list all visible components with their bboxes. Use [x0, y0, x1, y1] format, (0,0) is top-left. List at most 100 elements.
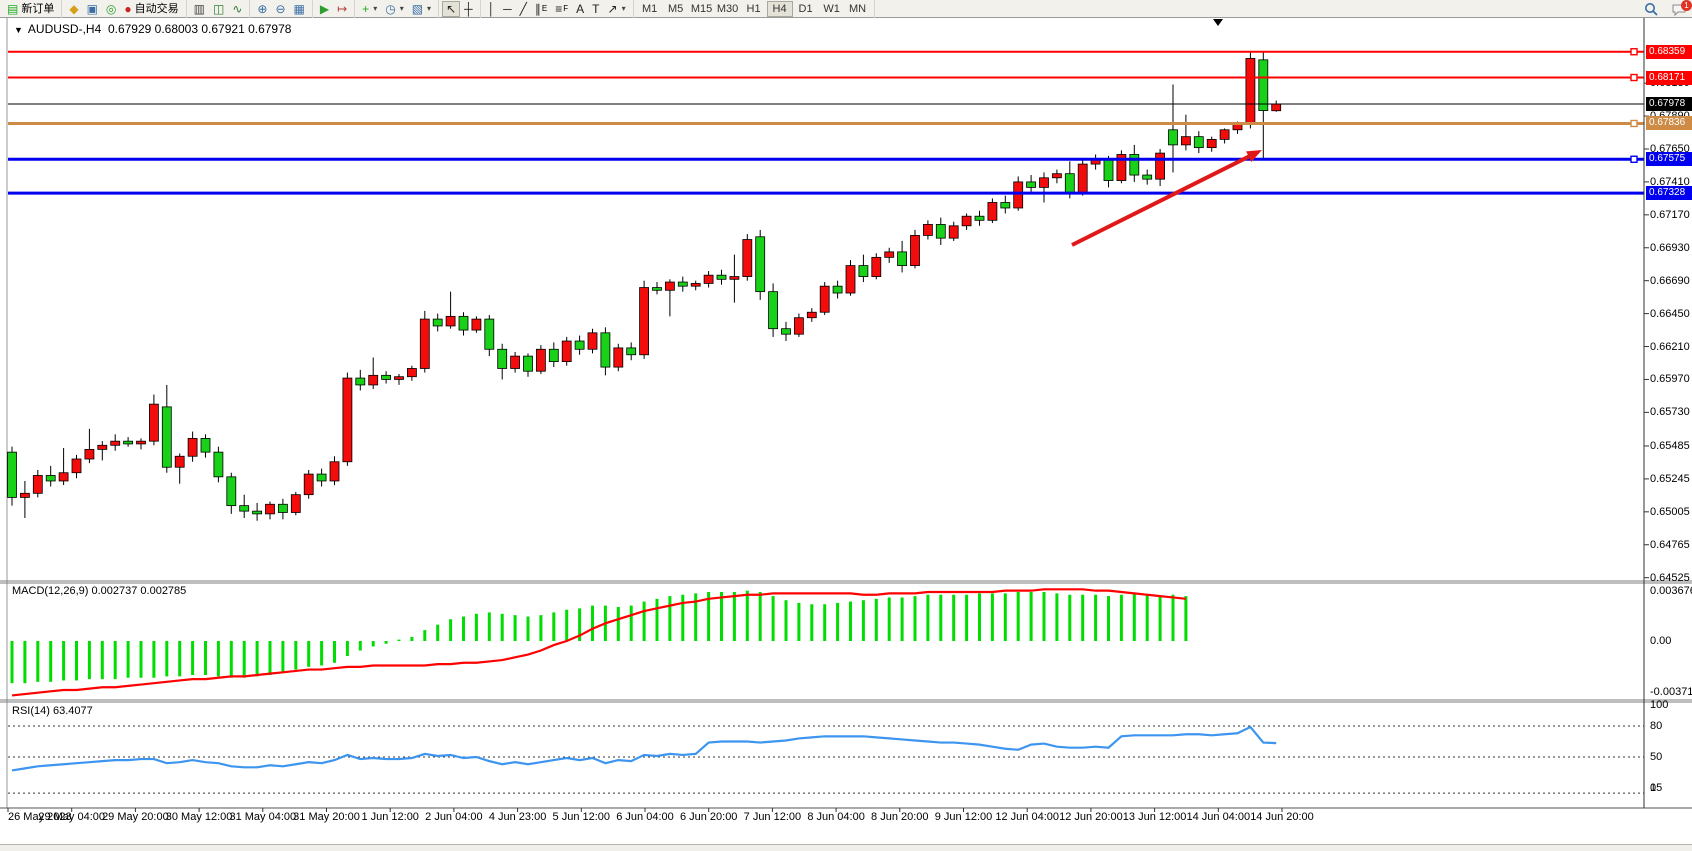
dropdown-arrow-icon[interactable]: ▾: [427, 3, 432, 13]
toolbar-group: ▶ ↦: [313, 0, 356, 18]
text-label-icon: T: [592, 1, 600, 16]
line-drag-handle[interactable]: [1630, 119, 1638, 128]
candle-body: [781, 328, 791, 335]
dropdown-arrow-icon[interactable]: ▾: [621, 3, 626, 13]
market-watch-button[interactable]: ◆: [65, 1, 82, 17]
indicators-button[interactable]: + ▾: [358, 1, 381, 17]
macd-histogram-bar: [707, 592, 711, 641]
tab-m5[interactable]: M5: [663, 1, 689, 17]
candle-body: [690, 283, 701, 287]
dropdown-arrow-icon[interactable]: ▾: [373, 3, 378, 13]
candle-body: [510, 355, 521, 369]
macd-histogram-bar: [1068, 594, 1072, 641]
line-drag-handle[interactable]: [1630, 155, 1638, 163]
candle-body: [561, 340, 572, 363]
chart-shift-marker[interactable]: [1213, 19, 1223, 26]
auto-scroll-button[interactable]: ▶: [316, 1, 333, 17]
chart-canvas[interactable]: [0, 18, 1692, 833]
price-tick-label: 0.67650: [1650, 142, 1690, 155]
time-axis[interactable]: 26 May 2023 29 May 04:00 29 May 20:00 30 Ma…: [0, 811, 1692, 829]
candle-body: [574, 340, 585, 350]
candle-body: [213, 451, 224, 478]
tab-w1[interactable]: W1: [819, 1, 845, 17]
tab-h1[interactable]: H1: [741, 1, 767, 17]
line-chart-mode-button[interactable]: ∿: [228, 1, 246, 17]
text-label-button[interactable]: T: [588, 1, 603, 17]
toolbar-group: + ▾ ◷ ▾ ▧ ▾: [355, 0, 440, 18]
macd-histogram-bar: [1029, 592, 1033, 641]
sound-button[interactable]: ◎: [102, 1, 120, 17]
candle-body: [897, 251, 907, 266]
zoom-in-button[interactable]: ⊕: [253, 1, 271, 17]
tab-m15[interactable]: M15: [689, 1, 715, 17]
chart-shift-button[interactable]: ↦: [333, 1, 351, 17]
line-chart-icon: ∿: [232, 1, 243, 16]
candle-body: [1245, 58, 1256, 125]
macd-histogram-bar: [333, 641, 336, 663]
tab-m30[interactable]: M30: [715, 1, 741, 17]
dropdown-arrow-icon[interactable]: ▾: [399, 3, 404, 13]
toolbar-group: ⊕ ⊖ ▦: [250, 0, 313, 18]
price-tick-label: 0.65245: [1650, 472, 1690, 485]
macd-histogram-bar: [978, 593, 981, 641]
channel-button[interactable]: ∥ E: [531, 1, 551, 17]
text-icon: A: [576, 1, 585, 16]
candle-body: [523, 355, 533, 372]
tab-d1[interactable]: D1: [793, 1, 819, 17]
periods-button[interactable]: ◷ ▾: [381, 1, 408, 17]
new-order-button[interactable]: ▤ 新订单: [3, 1, 58, 17]
autotrading-button[interactable]: ● 自动交易: [120, 1, 182, 17]
text-button[interactable]: A: [572, 1, 588, 17]
collapse-triangle-icon[interactable]: ▼: [14, 25, 23, 35]
candle-body: [19, 492, 30, 498]
horizontal-line-button[interactable]: ─: [499, 1, 516, 17]
line-drag-handle[interactable]: [1630, 48, 1638, 56]
toolbar-group: ▥ ◫ ∿: [187, 0, 251, 18]
candle-body: [316, 473, 327, 482]
zoom-in-icon: ⊕: [257, 1, 268, 16]
macd-histogram-bar: [87, 641, 91, 680]
macd-histogram-bar: [1003, 593, 1007, 641]
candle-body: [7, 451, 17, 498]
macd-histogram-bar: [1145, 594, 1149, 641]
price-tick-label: 0.65005: [1650, 505, 1690, 518]
bar-chart-mode-button[interactable]: ▥: [190, 1, 209, 17]
cursor-button[interactable]: ↖: [442, 0, 461, 17]
new-order-button-label: 新订单: [21, 2, 55, 15]
crosshair-button[interactable]: ┼: [460, 1, 477, 17]
fibonacci-button[interactable]: ≡ F: [551, 1, 572, 17]
tab-m1[interactable]: M1: [637, 1, 663, 17]
search-button[interactable]: [1642, 1, 1660, 17]
data-window-button[interactable]: ▣: [83, 1, 102, 17]
candle-chart-mode-button[interactable]: ◫: [209, 1, 228, 17]
macd-histogram-bar: [797, 602, 801, 641]
line-drag-handle[interactable]: [1630, 73, 1638, 82]
macd-histogram-bar: [1132, 593, 1136, 641]
macd-histogram-bar: [758, 592, 762, 641]
tile-windows-button[interactable]: ▦: [290, 1, 309, 17]
tab-m30-label: M30: [716, 2, 739, 15]
trend-arrow-head: [1246, 150, 1262, 162]
templates-button[interactable]: ▧ ▾: [408, 1, 435, 17]
zoom-out-button[interactable]: ⊖: [271, 1, 289, 17]
macd-histogram-bar: [436, 624, 440, 641]
price-tick-label: 0.65485: [1650, 439, 1690, 452]
trend-arrow-line[interactable]: [1071, 152, 1254, 247]
date-label: 14 Jun 04:00: [1186, 811, 1251, 823]
trendline-button[interactable]: ╱: [516, 1, 531, 17]
macd-histogram-bar: [1016, 592, 1020, 641]
candle-body: [1026, 181, 1036, 188]
macd-label: MACD(12,26,9) 0.002737 0.002785: [12, 585, 187, 597]
tab-h4[interactable]: H4: [766, 0, 793, 17]
price-tick-label: 0.66930: [1650, 241, 1690, 254]
macd-histogram-bar: [216, 641, 220, 677]
vertical-line-button[interactable]: │: [484, 1, 500, 17]
notifications-button[interactable]: 1: [1670, 0, 1692, 17]
candle-body: [729, 276, 740, 280]
vline-icon: │: [487, 1, 496, 16]
toolbar-group: M1 M5 M15 M30 H1 H4 D1 W1 MN: [634, 0, 875, 18]
notification-badge: 1: [1681, 0, 1692, 11]
tab-mn[interactable]: MN: [845, 1, 871, 17]
arrows-button[interactable]: ↗ ▾: [604, 1, 630, 17]
tile-windows-icon: ▦: [293, 1, 305, 16]
